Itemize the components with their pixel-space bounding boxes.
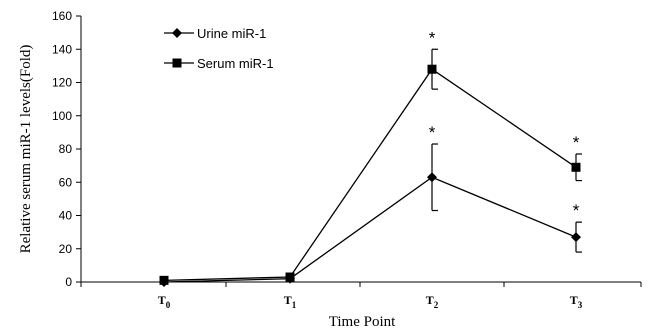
series-layer: * * * * <box>159 28 582 287</box>
legend: Urine miR-1 Serum miR-1 <box>164 26 274 71</box>
legend-label: Serum miR-1 <box>197 56 274 71</box>
y-tick-label: 140 <box>52 42 72 56</box>
x-tick-label: T0 <box>158 293 171 310</box>
series-line-1 <box>163 68 577 281</box>
significance-marker: * <box>573 201 580 220</box>
x-tick-label: T2 <box>426 293 439 310</box>
data-point <box>571 162 581 172</box>
significance-marker: * <box>429 123 436 142</box>
y-tick-label: 80 <box>59 142 73 156</box>
x-tick-label: T1 <box>284 293 297 310</box>
y-tick-label: 160 <box>52 9 72 23</box>
y-tick-label: 20 <box>59 242 73 256</box>
y-tick-label: 100 <box>52 109 72 123</box>
data-point <box>571 232 581 243</box>
legend-label: Urine miR-1 <box>197 26 266 41</box>
data-point <box>159 275 169 285</box>
y-axis-title: Relative serum miR-1 levels(Fold) <box>18 45 34 254</box>
x-tick-label: T3 <box>570 293 583 310</box>
data-point <box>427 64 437 74</box>
legend-marker <box>172 58 182 68</box>
data-point <box>285 272 295 282</box>
y-tick-label: 0 <box>65 275 72 289</box>
legend-marker <box>172 28 182 38</box>
data-point <box>427 172 437 183</box>
axes: 0 20 40 60 80 100 120 140 160 T0 T1 T2 T3 <box>52 9 642 310</box>
series-line-0 <box>163 176 577 283</box>
x-axis-title: Time Point <box>329 314 396 330</box>
y-tick-label: 120 <box>52 76 72 90</box>
y-tick-label: 40 <box>59 209 73 223</box>
y-tick-label: 60 <box>59 175 73 189</box>
significance-marker: * <box>573 133 580 152</box>
significance-marker: * <box>429 28 436 47</box>
